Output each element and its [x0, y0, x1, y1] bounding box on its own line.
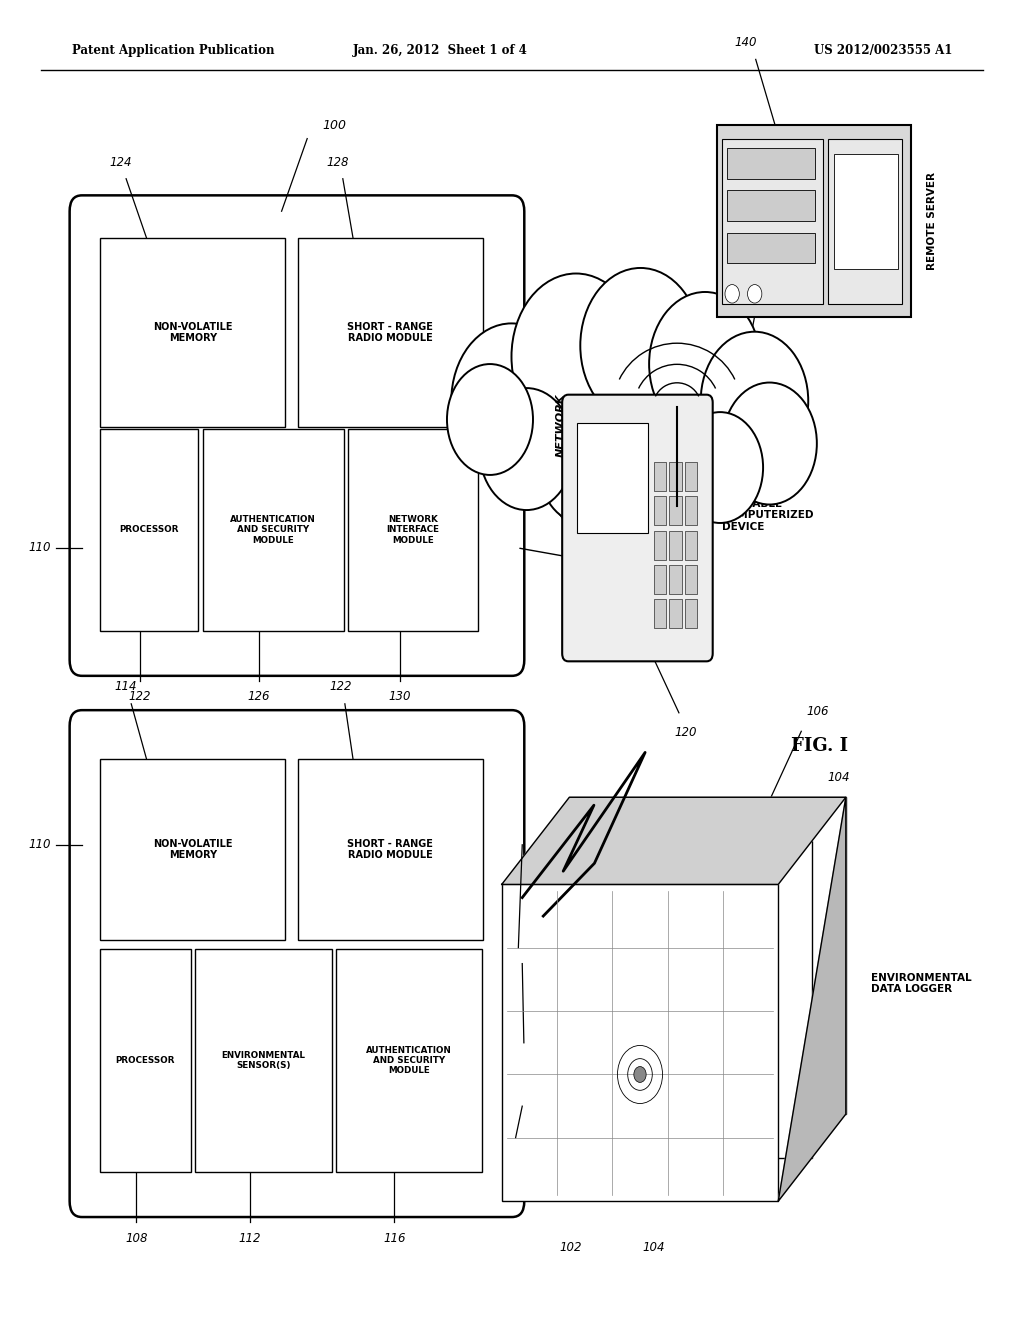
Text: ENVIRONMENTAL
SENSOR(S): ENVIRONMENTAL SENSOR(S) — [221, 1051, 305, 1071]
Circle shape — [722, 383, 817, 504]
Circle shape — [452, 323, 571, 479]
Text: US 2012/0023555 A1: US 2012/0023555 A1 — [814, 44, 952, 57]
Text: 126: 126 — [248, 690, 270, 704]
Text: Patent Application Publication: Patent Application Publication — [72, 44, 274, 57]
Circle shape — [725, 285, 739, 304]
Text: 108: 108 — [125, 1232, 147, 1245]
Bar — [654, 462, 667, 491]
Bar — [685, 496, 697, 525]
Bar — [569, 797, 846, 1114]
Text: NETWORK
INTERFACE
MODULE: NETWORK INTERFACE MODULE — [386, 515, 439, 545]
Bar — [502, 884, 778, 1201]
Circle shape — [446, 364, 532, 475]
Text: 134: 134 — [515, 446, 538, 459]
Text: 110: 110 — [29, 838, 51, 851]
Text: FIG. I: FIG. I — [791, 737, 848, 755]
Text: 106: 106 — [807, 705, 828, 718]
Bar — [348, 429, 477, 631]
Bar — [336, 949, 481, 1172]
Bar — [670, 496, 682, 525]
Text: 124: 124 — [110, 157, 132, 169]
Text: Jan. 26, 2012  Sheet 1 of 4: Jan. 26, 2012 Sheet 1 of 4 — [353, 44, 527, 57]
FancyBboxPatch shape — [562, 395, 713, 661]
Text: REMOTE SERVER: REMOTE SERVER — [927, 172, 937, 271]
Text: PROCESSOR: PROCESSOR — [116, 1056, 175, 1065]
Bar — [670, 462, 682, 491]
Polygon shape — [502, 797, 846, 884]
Text: NETWORK: NETWORK — [556, 393, 566, 457]
Bar — [654, 599, 667, 628]
FancyBboxPatch shape — [70, 710, 524, 1217]
Bar — [727, 190, 815, 220]
Text: 116: 116 — [383, 1232, 406, 1245]
Text: 104: 104 — [827, 771, 850, 784]
Text: ENVIRONMENTAL
DATA LOGGER: ENVIRONMENTAL DATA LOGGER — [871, 973, 972, 994]
Circle shape — [604, 414, 698, 536]
Bar — [100, 949, 190, 1172]
Bar — [670, 599, 682, 628]
Circle shape — [634, 1067, 646, 1082]
Text: AUTHENTICATION
AND SECURITY
MODULE: AUTHENTICATION AND SECURITY MODULE — [366, 1045, 452, 1076]
Text: 102: 102 — [560, 1241, 582, 1254]
Bar — [100, 759, 286, 940]
Text: NON-VOLATILE
MEMORY: NON-VOLATILE MEMORY — [153, 838, 232, 861]
Text: 136: 136 — [718, 407, 740, 420]
Bar — [100, 429, 199, 631]
Text: 112: 112 — [239, 1232, 261, 1245]
Bar — [100, 238, 286, 426]
Bar — [685, 462, 697, 491]
Bar — [685, 565, 697, 594]
Circle shape — [677, 412, 763, 523]
Text: 140: 140 — [735, 36, 757, 49]
Circle shape — [748, 285, 762, 304]
Text: 114: 114 — [115, 680, 137, 693]
Bar — [298, 238, 482, 426]
Text: 100: 100 — [323, 119, 346, 132]
Circle shape — [479, 388, 573, 510]
Bar — [654, 531, 667, 560]
Bar — [195, 949, 332, 1172]
Bar — [727, 148, 815, 180]
Text: SHORT - RANGE
RADIO MODULE: SHORT - RANGE RADIO MODULE — [347, 838, 433, 861]
Bar — [717, 125, 911, 317]
Bar — [827, 139, 901, 304]
Bar — [727, 232, 815, 263]
FancyBboxPatch shape — [70, 195, 524, 676]
Text: 104: 104 — [643, 1241, 665, 1254]
Text: NON-VOLATILE
MEMORY: NON-VOLATILE MEMORY — [153, 322, 232, 343]
Circle shape — [512, 273, 641, 440]
Bar — [654, 496, 667, 525]
Circle shape — [581, 268, 700, 424]
Text: 120: 120 — [675, 726, 697, 739]
Text: 110: 110 — [29, 541, 51, 554]
Bar — [203, 429, 344, 631]
Bar — [654, 565, 667, 594]
Bar — [685, 531, 697, 560]
Text: 130: 130 — [389, 690, 412, 704]
Text: 122: 122 — [128, 690, 151, 704]
Bar — [834, 154, 898, 269]
Bar — [536, 841, 812, 1158]
Text: 122: 122 — [330, 680, 352, 693]
Bar — [577, 422, 648, 533]
Polygon shape — [778, 797, 846, 1201]
Text: SHORT - RANGE
RADIO MODULE: SHORT - RANGE RADIO MODULE — [347, 322, 433, 343]
Text: PROCESSOR: PROCESSOR — [120, 525, 179, 535]
Bar — [670, 531, 682, 560]
Circle shape — [540, 412, 626, 523]
Text: PORTABLE
COMPUTERIZED
DEVICE: PORTABLE COMPUTERIZED DEVICE — [722, 499, 814, 532]
Bar — [685, 599, 697, 628]
Bar — [298, 759, 482, 940]
Text: 128: 128 — [327, 157, 349, 169]
Bar — [722, 139, 823, 304]
Circle shape — [700, 331, 808, 470]
Text: AUTHENTICATION
AND SECURITY
MODULE: AUTHENTICATION AND SECURITY MODULE — [230, 515, 316, 545]
Text: 132: 132 — [759, 246, 781, 259]
Circle shape — [649, 292, 761, 436]
Bar — [670, 565, 682, 594]
